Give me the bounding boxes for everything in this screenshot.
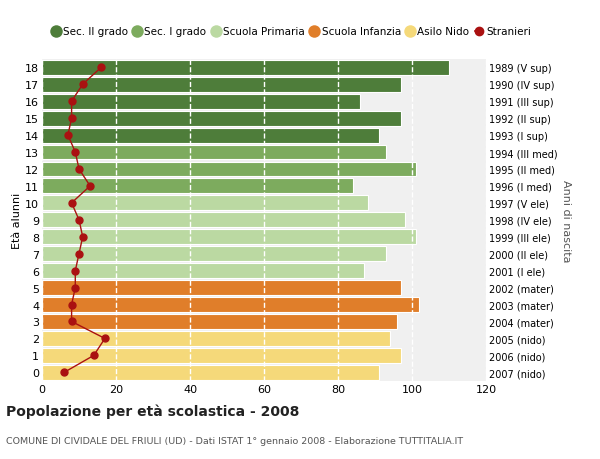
Bar xyxy=(42,331,390,346)
Bar xyxy=(42,348,401,363)
Bar xyxy=(42,162,416,177)
Bar xyxy=(42,263,364,279)
Bar xyxy=(42,145,386,160)
Y-axis label: Anni di nascita: Anni di nascita xyxy=(561,179,571,262)
Bar xyxy=(42,112,401,126)
Bar xyxy=(42,95,360,109)
Bar xyxy=(42,365,379,380)
Y-axis label: Età alunni: Età alunni xyxy=(13,192,22,248)
Text: Popolazione per età scolastica - 2008: Popolazione per età scolastica - 2008 xyxy=(6,404,299,419)
Bar xyxy=(42,280,401,296)
Legend: Sec. II grado, Sec. I grado, Scuola Primaria, Scuola Infanzia, Asilo Nido, Stran: Sec. II grado, Sec. I grado, Scuola Prim… xyxy=(47,23,535,41)
Text: COMUNE DI CIVIDALE DEL FRIULI (UD) - Dati ISTAT 1° gennaio 2008 - Elaborazione T: COMUNE DI CIVIDALE DEL FRIULI (UD) - Dat… xyxy=(6,436,463,445)
Bar xyxy=(42,297,419,312)
Bar xyxy=(42,179,353,194)
Bar xyxy=(42,78,401,92)
Bar xyxy=(42,246,386,262)
Bar xyxy=(42,61,449,76)
Bar xyxy=(42,129,379,143)
Bar xyxy=(42,196,368,211)
Bar xyxy=(42,230,416,245)
Bar xyxy=(42,314,397,329)
Bar xyxy=(42,213,404,228)
